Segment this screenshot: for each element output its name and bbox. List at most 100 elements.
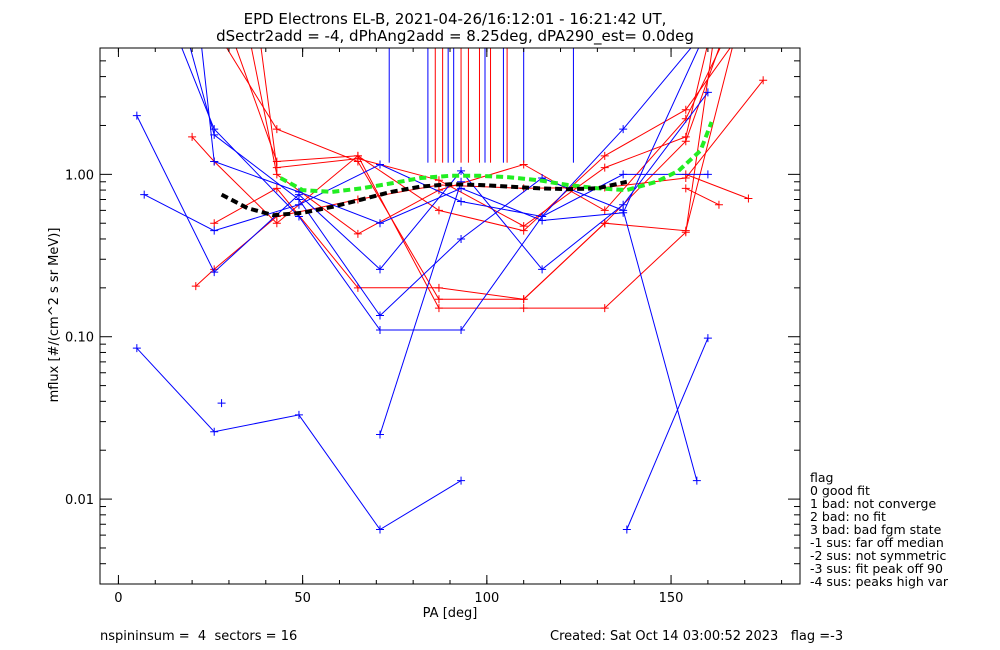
data-point-13-4 [457, 326, 466, 335]
series-line-8 [685, 173, 749, 199]
data-point-14-4 [457, 234, 466, 243]
y-tick-label-1: 0.10 [65, 331, 94, 346]
data-point-5-2 [353, 229, 362, 238]
data-point-7-1 [714, 200, 723, 209]
data-point-0-8 [759, 76, 768, 85]
x-axis-label: PA [deg] [423, 606, 478, 621]
legend-title: flag [810, 470, 833, 485]
data-point-11-0 [132, 111, 141, 120]
data-point-1-5 [519, 304, 528, 313]
data-point-14-7 [692, 476, 701, 485]
data-point-15-3 [376, 219, 384, 228]
series-line-14 [189, 48, 698, 481]
data-point-1-2 [272, 219, 281, 228]
series-line-7 [685, 187, 720, 206]
data-point-15-5 [538, 216, 547, 225]
data-point-1-0 [188, 132, 197, 141]
series-4 [235, 48, 731, 235]
data-point-6-3 [434, 176, 443, 185]
series-line-2 [213, 48, 720, 300]
x-tick-label-0: 0 [114, 591, 122, 606]
x-axis: 0 50 100 150 [114, 48, 783, 606]
chart-subtitle: dSectr2add = -4, dPhAng2add = 8.25deg, d… [216, 27, 694, 46]
y-axis-label: mflux [#/(cm^2 s sr MeV)] [47, 228, 62, 403]
data-point-12-6 [619, 125, 628, 134]
data-point-2-3 [434, 283, 443, 292]
y-axis: 0.01 0.10 1.00 [65, 47, 800, 585]
data-point-12-4 [457, 197, 466, 206]
data-point-9-4 [457, 476, 466, 485]
data-point-12-3 [376, 160, 384, 169]
data-point-11-4 [457, 166, 466, 175]
data-point-3-5 [600, 219, 609, 228]
median-dashed-line [279, 121, 714, 194]
y-tick-label-2: 1.00 [65, 168, 94, 183]
footer-left: nspininsum = 4 sectors = 16 [100, 629, 297, 644]
data-point-15-2 [294, 187, 303, 196]
series-17 [622, 334, 712, 534]
fit-dashed-line [220, 179, 628, 218]
data-point-12-0 [140, 190, 149, 199]
series-line-11 [136, 91, 709, 273]
data-point-11-7 [703, 88, 712, 97]
data-point-16-0 [376, 430, 384, 439]
data-point-4-3 [434, 206, 443, 215]
series-15 [201, 48, 700, 228]
data-point-13-3 [376, 326, 384, 335]
series-line-16 [379, 181, 462, 435]
series-line-5 [250, 48, 721, 235]
data-point-11-1 [210, 268, 219, 277]
series-line-13 [181, 48, 708, 331]
data-point-6-5 [600, 163, 609, 172]
series-12 [140, 48, 692, 235]
series-1 [188, 48, 713, 313]
series-line-3 [226, 48, 733, 300]
series-16 [376, 177, 466, 439]
data-point-11-5 [538, 265, 547, 274]
data-point-2-0 [210, 219, 219, 228]
legend-entry-2: 2 bad: no fit [810, 509, 886, 524]
series-9 [132, 344, 466, 534]
data-point-13-7 [703, 170, 712, 179]
legend-entry-0: 0 good fit [810, 483, 870, 498]
series-13 [181, 48, 712, 335]
series-line-15 [201, 48, 700, 224]
data-point-1-6 [600, 304, 609, 313]
data-point-4-5 [600, 151, 609, 160]
legend-entry-1: 1 bad: not converge [810, 496, 936, 511]
data-point-15-1 [210, 157, 219, 166]
data-point-5-4 [519, 160, 528, 169]
data-point-14-3 [376, 311, 384, 320]
series-10 [217, 399, 226, 408]
series-7 [681, 184, 723, 209]
data-point-13-6 [619, 170, 628, 179]
x-tick-label-2: 100 [474, 591, 499, 606]
x-tick-label-1: 50 [294, 591, 311, 606]
data-point-8-1 [744, 194, 753, 203]
series-6 [260, 48, 708, 231]
data-point-6-1 [272, 163, 281, 172]
data-point-7-0 [681, 184, 690, 193]
series-11 [132, 88, 712, 277]
legend: flag 0 good fit 1 bad: not converge 2 ba… [810, 470, 949, 589]
data-point-3-6 [681, 226, 690, 235]
data-point-9-3 [376, 525, 384, 534]
data-point-0-0 [191, 282, 200, 291]
x-tick-label-3: 150 [659, 591, 684, 606]
data-point-14-2 [294, 195, 303, 204]
plot-frame [99, 47, 801, 585]
data-point-17-1 [703, 334, 712, 343]
data-point-1-4 [434, 304, 443, 313]
legend-entry-7: -4 sus: peaks high var [810, 574, 949, 589]
data-point-11-3 [376, 265, 384, 274]
data-point-17-0 [622, 525, 631, 534]
footer-right: Created: Sat Oct 14 03:00:52 2023 flag =… [550, 629, 843, 644]
data-point-4-6 [681, 105, 690, 114]
y-tick-label-0: 0.01 [65, 493, 94, 508]
series-line-12 [143, 48, 692, 232]
legend-entry-5: -2 sus: not symmetric [810, 548, 946, 563]
chart-title: EPD Electrons EL-B, 2021-04-26/16:12:01 … [244, 10, 667, 28]
legend-entry-6: -3 sus: fit peak off 90 [810, 561, 943, 576]
data-point-9-2 [294, 410, 303, 419]
